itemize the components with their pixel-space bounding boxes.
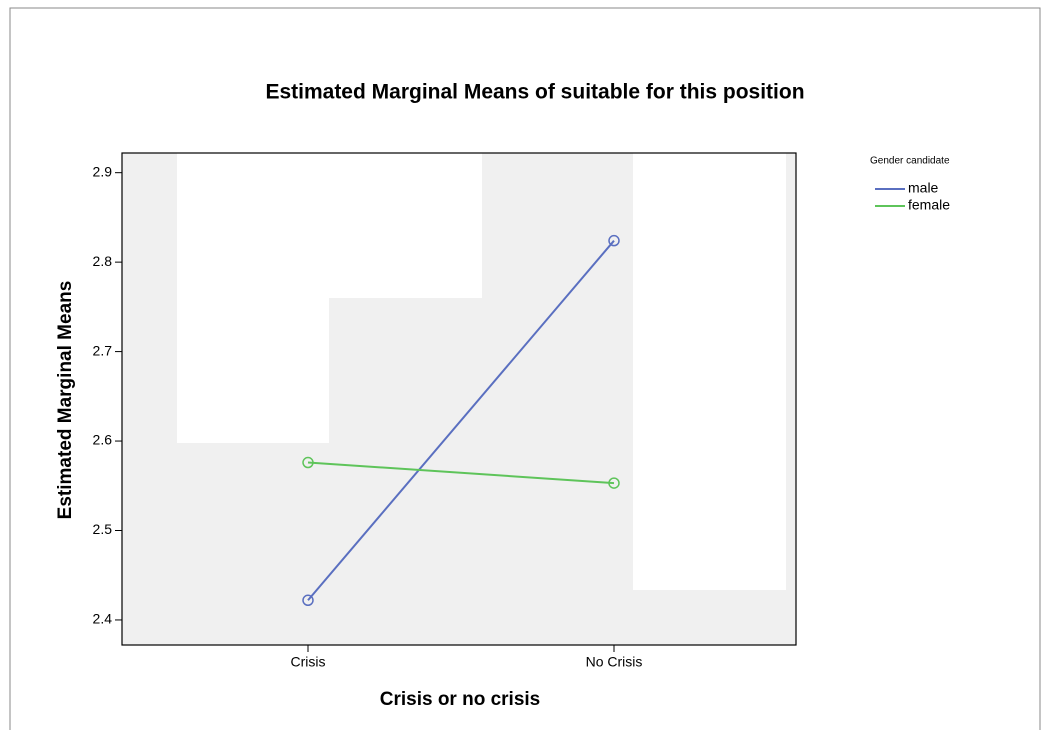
y-tick-label: 2.7 [93,342,113,358]
y-tick-label: 2.4 [93,611,113,627]
legend-label: female [908,197,950,213]
series-line [307,240,615,601]
legend-title: Gender candidate [870,156,950,167]
legend-label: male [908,180,939,196]
x-axis-label: Crisis or no crisis [380,689,541,710]
y-tick-label: 2.5 [93,521,113,537]
plot-artifact [329,153,482,298]
y-tick-label: 2.6 [93,432,113,448]
series-marker [302,594,314,607]
series-marker [608,234,620,247]
y-axis-label: Estimated Marginal Means [55,281,76,520]
y-tick-label: 2.8 [93,253,113,269]
x-tick-label: Crisis [291,654,326,670]
chart-title: Estimated Marginal Means of suitable for… [265,81,804,104]
frame [9,7,1041,730]
plot-artifact [177,153,329,443]
series-line [307,461,615,485]
plot-border [121,152,797,646]
y-tick-label: 2.9 [93,163,113,179]
series-marker [302,456,314,469]
plot-artifact [633,153,786,590]
series-marker [608,477,620,489]
x-tick-label: No Crisis [586,654,643,670]
